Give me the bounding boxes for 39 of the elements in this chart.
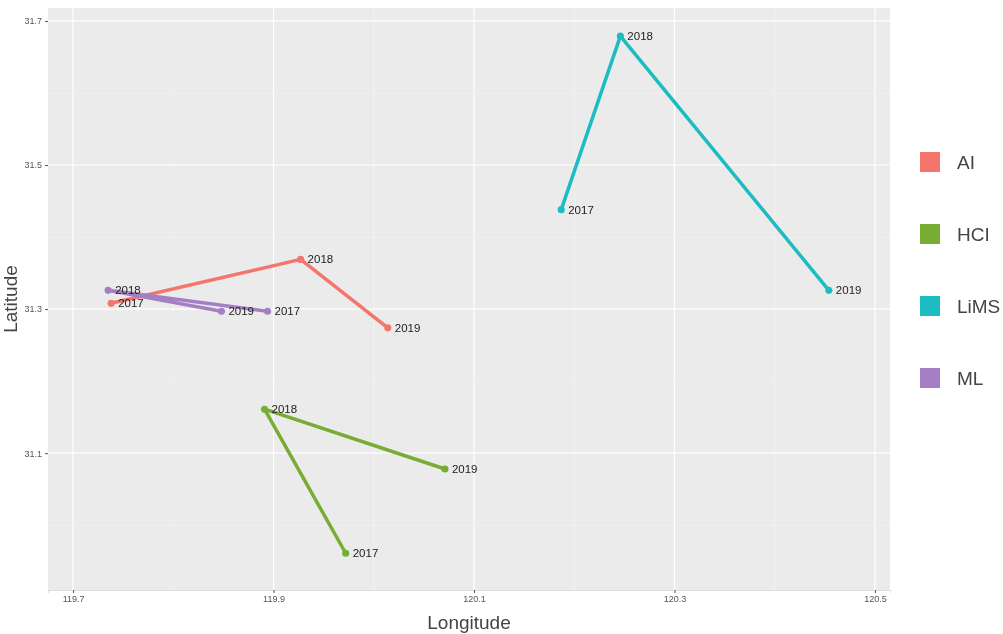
y-tick-label: 31.7 [24,16,42,27]
point [342,549,350,557]
point [260,405,269,413]
point [384,324,392,332]
legend-label: ML [957,368,984,389]
point [616,32,624,40]
annotation: 2017 [568,203,594,216]
y-tick-label: 31.1 [24,448,42,459]
annotation: 2017 [352,547,379,560]
annotation: 2018 [307,253,334,266]
point [104,286,112,294]
point [297,255,305,263]
x-tick-label: 119.9 [263,594,285,605]
point [217,307,225,315]
annotation: 2019 [835,284,862,297]
x-axis-title: Longitude [427,612,511,633]
legend-label: HCI [957,224,990,245]
annotation: 2017 [118,297,144,310]
x-tick-label: 120.1 [463,594,486,605]
annotation: 2018 [627,30,653,43]
x-tick-label: 120.5 [864,594,887,605]
annotation: 2018 [115,284,141,297]
y-tick-label: 31.5 [24,160,42,171]
annotation: 2019 [228,305,255,318]
point [441,465,449,473]
annotation: 2017 [274,305,301,318]
y-tick-label: 31.3 [24,304,42,315]
point [825,286,833,294]
x-tick-label: 120.3 [663,594,687,605]
x-tick-label: 119.7 [62,594,85,605]
legend-label: AI [957,152,975,173]
point [263,307,272,315]
point [557,206,565,214]
point [107,299,115,307]
annotation: 2019 [451,462,478,475]
legend-label: LiMS [957,296,1001,317]
y-axis-title: Latitude [0,265,21,333]
annotation: 2019 [394,321,421,334]
annotation: 2018 [271,403,298,416]
